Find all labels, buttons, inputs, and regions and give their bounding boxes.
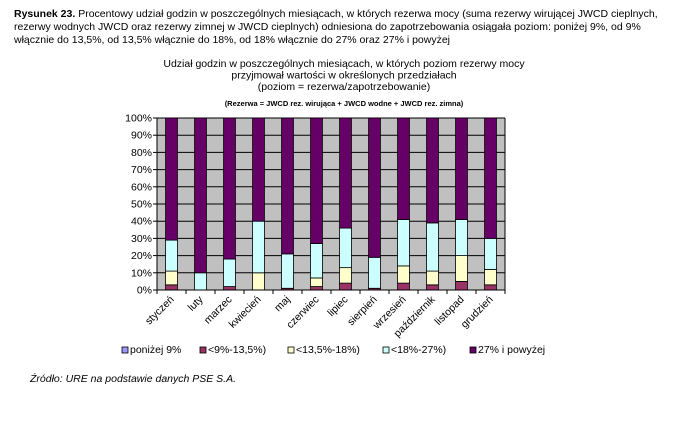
bar-segment xyxy=(368,117,381,258)
x-tick-label: czerwiec xyxy=(284,294,321,331)
x-tick-label: maj xyxy=(272,294,292,314)
bar-segment xyxy=(165,284,178,291)
chart-title-line: przyjmował wartości w określonych przedz… xyxy=(231,70,456,82)
bar-segment xyxy=(252,220,265,274)
y-axis: 0% 10% 20% 30% 40% 50% 60% 70% 80% 90% 100% xyxy=(125,113,506,297)
x-tick-label: lipiec xyxy=(325,294,350,319)
x-tick-label: kwiecień xyxy=(227,294,264,331)
bar-segment xyxy=(339,267,352,284)
bar-segment xyxy=(165,117,178,241)
bar-segment xyxy=(223,117,236,260)
bar-segment xyxy=(281,117,294,255)
chart-title-group: Udział godzin w poszczególnych miesiącac… xyxy=(163,58,525,108)
y-tick-label: 40% xyxy=(131,216,152,228)
bar-segment xyxy=(194,272,207,291)
bar-segment xyxy=(455,219,468,256)
bar-segment xyxy=(484,237,497,270)
chart-title-line: Udział godzin w poszczególnych miesiącac… xyxy=(163,58,525,70)
bar-segment xyxy=(484,117,497,239)
y-tick-label: 30% xyxy=(131,233,152,245)
legend-label: <13,5%-18%) xyxy=(296,344,360,356)
bar-segment xyxy=(397,219,410,267)
legend-swatch xyxy=(121,346,129,354)
legend-label: poniżej 9% xyxy=(130,344,181,356)
bar-segment xyxy=(252,117,265,222)
gridlines xyxy=(157,117,505,274)
bar-segment xyxy=(455,117,468,220)
y-tick-label: 20% xyxy=(131,250,152,262)
bar-segment xyxy=(426,284,439,291)
y-tick-label: 100% xyxy=(125,113,152,125)
legend-swatch xyxy=(287,346,295,354)
legend: poniżej 9% <9%-13,5%) <13,5%-18%) <18%-27%)… xyxy=(121,344,545,356)
bar-segment xyxy=(339,282,352,291)
y-tick-label: 50% xyxy=(131,199,152,211)
x-tick-label: luty xyxy=(186,293,207,314)
legend-swatch xyxy=(382,346,390,354)
legend-swatch xyxy=(469,346,477,354)
bars xyxy=(165,117,497,291)
y-tick-label: 80% xyxy=(131,147,152,159)
source-note: Źródło: URE na podstawie danych PSE S.A. xyxy=(30,373,237,385)
y-tick-label: 60% xyxy=(131,181,152,193)
chart-subtitle: (Rezerwa = JWCD rez. wirująca + JWCD wod… xyxy=(225,99,464,108)
bar-segment xyxy=(426,270,439,286)
bar-segment xyxy=(223,286,236,291)
bar-segment xyxy=(281,253,294,289)
bar-segment xyxy=(165,270,178,286)
y-tick-label: 70% xyxy=(131,164,152,176)
bar-segment xyxy=(339,117,352,229)
figure-label: Rysunek 23. xyxy=(14,8,76,20)
x-tick-label: grudzień xyxy=(459,294,496,331)
figure-caption: Rysunek 23. Procentowy udział godzin w p… xyxy=(14,8,680,47)
bar-segment xyxy=(397,265,410,284)
legend-label: 27% i powyżej xyxy=(478,344,545,356)
bar-segment xyxy=(484,268,497,286)
bar-segment xyxy=(426,222,439,272)
figure-caption-text: Procentowy udział godzin w poszczególnyc… xyxy=(14,8,658,46)
bar-segment xyxy=(310,286,323,291)
legend-label: <9%-13,5%) xyxy=(208,344,266,356)
bar-segment xyxy=(368,256,381,289)
bar-segment xyxy=(397,282,410,291)
bar-segment xyxy=(397,117,410,220)
bar-segment xyxy=(426,117,439,224)
y-tick-label: 10% xyxy=(131,267,152,279)
chart-title-line: (poziom = rezerwa/zapotrzebowanie) xyxy=(258,81,430,93)
bar-segment xyxy=(455,255,468,282)
legend-swatch xyxy=(199,346,207,354)
bar-segment xyxy=(252,272,265,291)
bar-segment xyxy=(223,258,236,287)
bar-segment xyxy=(455,280,468,291)
bar-segment xyxy=(310,277,323,287)
bar-segment xyxy=(484,284,497,291)
bar-segment xyxy=(339,227,352,269)
bar-segment xyxy=(165,239,178,272)
bar-segment xyxy=(310,243,323,279)
bar-segment xyxy=(194,117,207,274)
y-tick-label: 90% xyxy=(131,130,152,142)
legend-label: <18%-27%) xyxy=(391,344,446,356)
y-tick-label: 0% xyxy=(137,285,152,297)
bar-segment xyxy=(310,117,323,244)
x-tick-label: styczeń xyxy=(143,294,177,328)
